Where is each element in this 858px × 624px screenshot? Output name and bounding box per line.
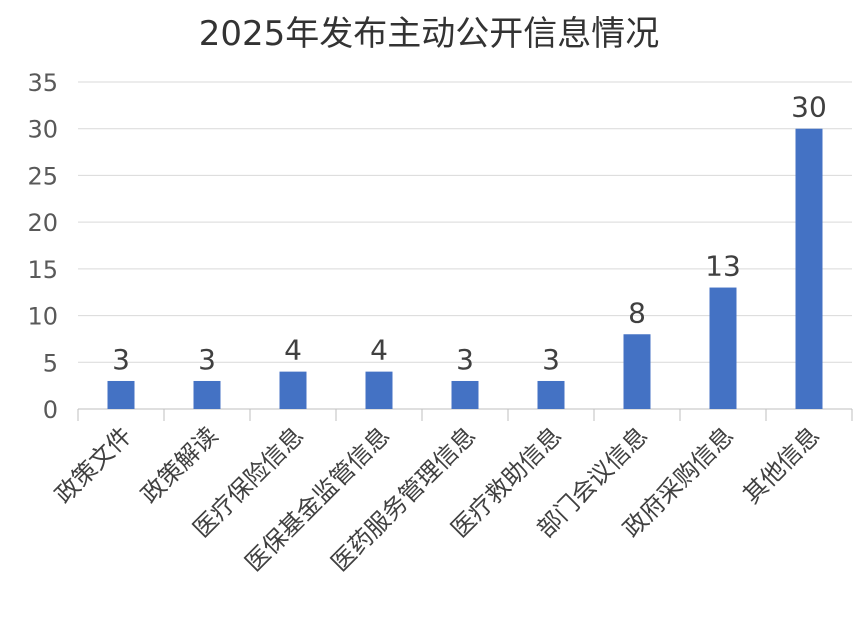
bar	[107, 380, 135, 409]
x-axis-labels: 政策文件政策解读医疗保险信息医保基金监管信息医药服务管理信息医疗救助信息部门会议…	[50, 421, 826, 577]
x-tick-label: 政策解读	[136, 421, 224, 509]
bars	[107, 128, 823, 409]
data-label: 3	[456, 343, 474, 376]
y-tick-label: 10	[27, 303, 58, 331]
data-label: 3	[112, 343, 130, 376]
y-tick-label: 15	[27, 256, 58, 284]
bar	[537, 380, 565, 409]
x-tick-label: 其他信息	[738, 421, 826, 509]
data-label: 30	[791, 91, 827, 124]
data-label: 8	[628, 296, 646, 329]
x-tick-label: 医保基金监管信息	[240, 421, 396, 577]
y-tick-label: 30	[27, 116, 58, 144]
chart-title: 2025年发布主动公开信息情况	[198, 14, 660, 54]
bar	[795, 128, 823, 409]
y-tick-label: 5	[43, 349, 58, 377]
bar	[279, 371, 307, 409]
y-axis-ticks: 0 5 10 15 20 25 30 35	[27, 69, 58, 424]
data-label: 4	[284, 334, 302, 367]
bar	[193, 380, 221, 409]
data-label: 3	[542, 343, 560, 376]
bar	[365, 371, 393, 409]
bar	[623, 334, 651, 409]
bar	[451, 380, 479, 409]
data-label: 13	[705, 250, 741, 283]
y-tick-label: 20	[27, 209, 58, 237]
data-label: 3	[198, 343, 216, 376]
y-tick-label: 0	[43, 396, 58, 424]
data-label: 4	[370, 334, 388, 367]
data-labels: 3 3 4 4 3 3 8 13 30	[112, 91, 827, 376]
bar	[709, 287, 737, 409]
x-tick-label: 政策文件	[50, 421, 138, 509]
y-tick-label: 25	[27, 162, 58, 190]
y-tick-label: 35	[27, 69, 58, 97]
x-tick-label: 医药服务管理信息	[326, 421, 482, 577]
